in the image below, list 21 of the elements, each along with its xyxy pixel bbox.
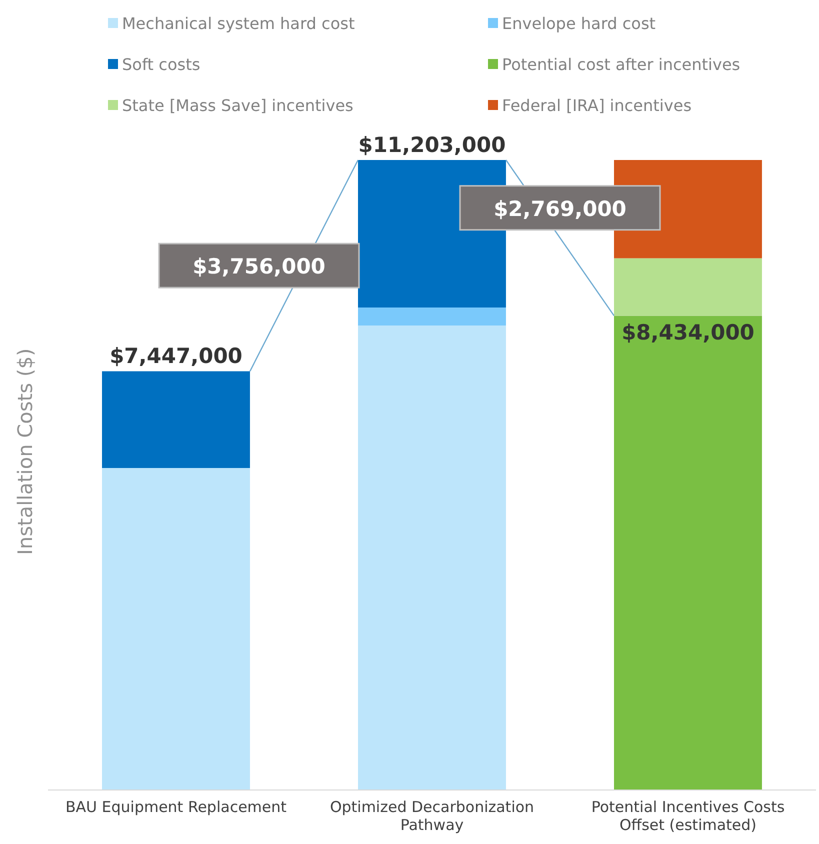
bar: [102, 371, 250, 468]
legend-label: Potential cost after incentives: [502, 54, 740, 74]
bar: [102, 468, 250, 790]
x-tick-label: Optimized Decarbonization Pathway: [330, 798, 534, 834]
y-axis-title: Installation Costs ($): [13, 348, 38, 555]
bar: [614, 258, 762, 316]
annotation: $2,769,000: [494, 196, 626, 221]
total-label: $11,203,000: [358, 133, 506, 157]
legend-label: Soft costs: [122, 54, 200, 74]
annotation: $3,756,000: [192, 254, 326, 279]
legend-label: Mechanical system hard cost: [122, 14, 355, 32]
bar: [358, 307, 506, 326]
x-tick-label: BAU Equipment Replacement: [65, 798, 287, 816]
bar: [358, 326, 506, 790]
legend-label: State [Mass Save] incentives: [122, 96, 354, 114]
x-tick-label: Potential Incentives Costs Offset (estimated): [591, 798, 785, 834]
data-label: $8,434,000: [622, 320, 754, 345]
legend-label: Envelope hard cost: [502, 14, 656, 32]
total-label: $7,447,000: [110, 344, 242, 368]
bar: [614, 316, 762, 790]
legend-label: Federal [IRA] incentives: [502, 96, 692, 114]
